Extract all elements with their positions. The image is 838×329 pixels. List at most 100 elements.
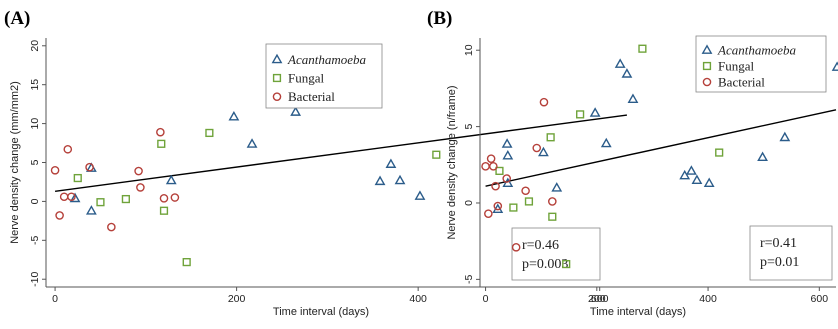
panel-a-bacterial-point [136, 183, 145, 192]
panel-a-acanthamoeba-point [501, 138, 513, 148]
panel-b-fungal-point [576, 110, 585, 119]
panel-b-acanthamoeba-point [757, 151, 768, 162]
panel-a-bacterial-point [50, 165, 60, 175]
panel-a-y-axis-title: Nerve density change (mm/mm2) [9, 81, 21, 244]
panel-b-legend-label-acanthamoeba: Acanthamoeba [717, 43, 796, 58]
panel-a-y-tick-label: 20 [29, 40, 41, 52]
panel-a-legend-square-symbol [272, 73, 282, 83]
panel-a-acanthamoeba-point [85, 205, 97, 215]
panel-b-acanthamoeba-point [627, 93, 639, 104]
panel-a-legend-box [265, 43, 383, 109]
panel-b-x-axis-title: Time interval (days) [590, 306, 686, 318]
panel-a-p-value: p=0.003 [522, 257, 568, 272]
panel-b-x-tick-label: 400 [699, 293, 717, 305]
panel-b-legend-circle-symbol [702, 77, 712, 87]
panel-b-bacterial-point [539, 97, 549, 107]
panel-a-label: (A) [4, 8, 30, 29]
panel-a-fungal-point [432, 150, 441, 159]
panel-a-bacterial-point [55, 211, 64, 220]
panel-b-bacterial-point [493, 201, 503, 211]
panel-a-y-tick-label: 15 [29, 79, 41, 91]
panel-a-y-tick-label: 0 [29, 198, 41, 204]
panel-b-fungal-point [524, 197, 534, 206]
panel-b-acanthamoeba-point [614, 58, 626, 68]
panel-a-legend: Acanthamoeba Fungal Bacterial [265, 43, 383, 109]
panel-a-acanthamoeba-point [538, 146, 549, 157]
panel-b-y-ticks: -5 0 5 10 [463, 44, 480, 284]
panel-a-acanthamoeba-point [228, 110, 240, 121]
panel-b-bacterial-point [491, 181, 500, 191]
panel-b-y-axis-title: Nerve density change (n/frame) [446, 85, 458, 239]
panel-a-legend-triangle-symbol [271, 53, 283, 64]
panel-a-legend-label-bacterial: Bacterial [288, 89, 335, 104]
panel-b-acanthamoeba-point [679, 169, 691, 180]
panel-a-fungal-point [73, 173, 82, 183]
panel-a-fungal-point [96, 198, 105, 207]
panel-a-acanthamoeba-point [290, 106, 302, 116]
panel-a-bacterial-point [170, 193, 180, 202]
panel-a-x-axis-title: Time interval (days) [273, 306, 369, 318]
panel-a-legend-label-fungal: Fungal [288, 71, 325, 86]
panel-a-fungal-point [157, 139, 166, 148]
panel-a-bacterial-point [63, 144, 73, 154]
panel-b-r-value: r=0.41 [760, 236, 797, 251]
panel-a-bacterial-point [156, 127, 165, 137]
panel-b-bacterial-point [548, 197, 557, 206]
panel-b-points [481, 44, 838, 269]
panel-a-legend-items: Acanthamoeba Fungal Bacterial [271, 52, 366, 104]
panel-b-stats-frame [749, 225, 833, 281]
panel-b-acanthamoeba-point [685, 165, 697, 175]
panel-b-acanthamoeba-point [502, 150, 514, 160]
panel-b-bacterial-point [521, 186, 530, 196]
panel-b-acanthamoeba-point [779, 131, 791, 142]
panel-b-acanthamoeba-point [589, 107, 601, 117]
panel-b-legend-label-bacterial: Bacterial [718, 75, 765, 90]
panel-b-bacterial-point [486, 154, 496, 163]
panel-b-bacterial-point [481, 162, 490, 171]
panel-a-points [50, 68, 633, 267]
panel-a-fungal-point [205, 128, 214, 138]
panel-b-x-ticks: 0 200 400 600 [483, 287, 828, 305]
panel-a-bacterial-point [159, 193, 169, 203]
panel-a-x-tick-label: 600 [591, 293, 609, 305]
panel-b-fungal-point [546, 133, 555, 142]
panel-a-fungal-point [121, 194, 130, 204]
panel-b-fit-line [485, 109, 837, 187]
panel-a-acanthamoeba-point [165, 174, 177, 185]
panel-b-acanthamoeba-point [551, 182, 563, 192]
panel-a-bacterial-point [85, 162, 94, 172]
panel-b-fungal-point [562, 259, 571, 269]
panel-b-x-tick-label: 0 [483, 293, 489, 305]
panel-b-acanthamoeba-point [703, 177, 715, 188]
panel-b-legend-square-symbol [702, 61, 712, 71]
panel-a-acanthamoeba-point [374, 175, 386, 186]
panel-a: (A) -10 -5 0 5 10 15 20 0 200 400 600 Nerve densi… [4, 8, 636, 318]
panel-a-acanthamoeba-point [246, 138, 258, 148]
panel-b-y-tick-label: -5 [463, 275, 475, 284]
panel-a-acanthamoeba-point [414, 190, 426, 200]
panel-a-legend-circle-symbol [272, 92, 282, 101]
panel-a-r-value: r=0.46 [522, 238, 559, 253]
panel-b-y-tick-label: 0 [463, 200, 475, 206]
panel-a-acanthamoeba-point [621, 68, 633, 78]
panel-a-fungal-point [182, 258, 191, 267]
panel-b-p-value: p=0.01 [760, 255, 799, 270]
panel-b-bacterial-point [484, 209, 493, 218]
panel-b-legend-label-fungal: Fungal [718, 59, 755, 74]
panel-b-bacterial-point [511, 242, 521, 252]
panel-a-y-tick-label: -5 [29, 235, 41, 244]
panel-a-bacterial-point [59, 192, 69, 202]
panel-b-acanthamoeba-point [600, 137, 612, 148]
panel-a-fungal-point [159, 206, 169, 215]
panel-a-bacterial-point [107, 222, 116, 232]
panel-a-bacterial-point [134, 166, 143, 176]
panel-b: (B) -5 0 5 10 0 200 400 600 Nerve density chan… [427, 8, 838, 318]
panel-b-fungal-point [548, 212, 557, 221]
panel-a-fit-line [54, 114, 628, 192]
panel-a-legend-label-acanthamoeba: Acanthamoeba [287, 52, 366, 67]
panel-b-bacterial-point [532, 143, 542, 153]
panel-b-fungal-point [715, 148, 724, 157]
panel-a-x-tick-label: 0 [52, 293, 58, 305]
